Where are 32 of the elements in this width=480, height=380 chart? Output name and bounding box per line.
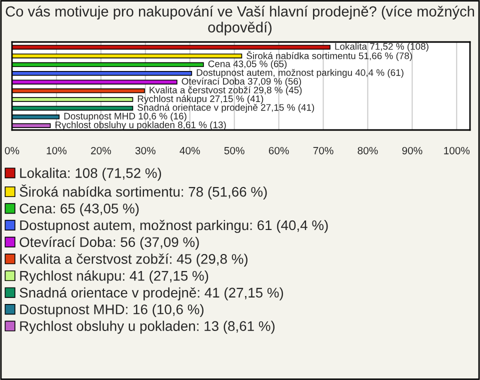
legend-label: Dostupnost autem, možnost parkingu: 61 (40,4 %) [20,220,328,233]
x-tick-label: 30% [135,146,156,154]
data-label: Dostupnost MHD 10,6 % (16) [64,112,186,122]
legend-label: Lokalita: 108 (71,52 %) [20,168,162,181]
legend-label: Dostupnost MHD: 16 (10,6 %) [20,304,204,318]
x-tick-label: 0% [4,146,20,154]
data-label: Lokalita 71,52 % (108) [335,42,428,52]
x-tick-label: 100% [444,146,470,154]
x-tick-label: 60% [268,146,289,154]
legend-label: Rychlost nákupu: 41 (27,15 %) [20,270,208,284]
data-label: Dostupnost autem, možnost parkingu 40,4 % (61) [196,68,404,78]
data-label: Široká nabídka sortimentu 51,66 % (78) [246,50,412,62]
legend-label: Cena: 65 (43,05 %) [20,203,139,216]
legend-label: Otevírací Doba: 56 (37,09 %) [20,236,199,250]
x-tick-label: 10% [46,146,67,154]
x-tick-label: 40% [180,146,200,154]
legend-label: Rychlost obsluhy u pokladen: 13 (8,61 %) [20,320,275,334]
data-label: Snadná orientace v prodejně 27,15 % (41) [138,104,314,113]
x-tick-label: 80% [358,146,378,154]
data-label: Rychlost obsluhy u pokladen 8,61 % (13) [56,121,226,130]
legend-label: Kvalita a čerstvost zobží: 45 (29,8 %) [20,254,248,267]
x-tick-label: 20% [91,146,111,154]
x-tick-label: 70% [313,146,334,154]
data-label: Rychlost nákupu 27,15 % (41) [138,95,264,104]
legend-label: Široká nabídka sortimentu: 78 (51,66 %) [20,184,267,200]
x-tick-label: 50% [224,146,244,154]
x-tick-label: 90% [402,146,422,154]
legend-label: Snadná orientace v prodejně: 41 (27,15 %) [20,287,284,300]
data-label: Cena 43,05 % (65) [208,60,287,70]
data-label: Otevírací Doba 37,09 % (56) [182,78,301,87]
data-label: Kvalita a čerstvost zobží 29,8 % (45) [150,86,302,96]
chart-title: Co vás motivuje pro nakupování ve Vaší hlavní prodejně? (více možných odpovědí) [6,6,474,36]
